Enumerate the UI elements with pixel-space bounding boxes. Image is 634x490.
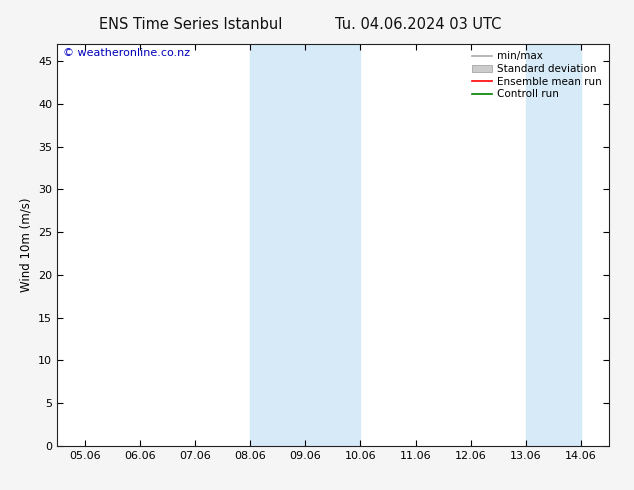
- Y-axis label: Wind 10m (m/s): Wind 10m (m/s): [20, 198, 32, 292]
- Bar: [526, 44, 581, 446]
- Text: ENS Time Series Istanbul: ENS Time Series Istanbul: [98, 17, 282, 32]
- Text: Tu. 04.06.2024 03 UTC: Tu. 04.06.2024 03 UTC: [335, 17, 501, 32]
- Text: © weatheronline.co.nz: © weatheronline.co.nz: [63, 48, 190, 58]
- Legend: min/max, Standard deviation, Ensemble mean run, Controll run: min/max, Standard deviation, Ensemble me…: [470, 49, 604, 101]
- Bar: [250, 44, 360, 446]
